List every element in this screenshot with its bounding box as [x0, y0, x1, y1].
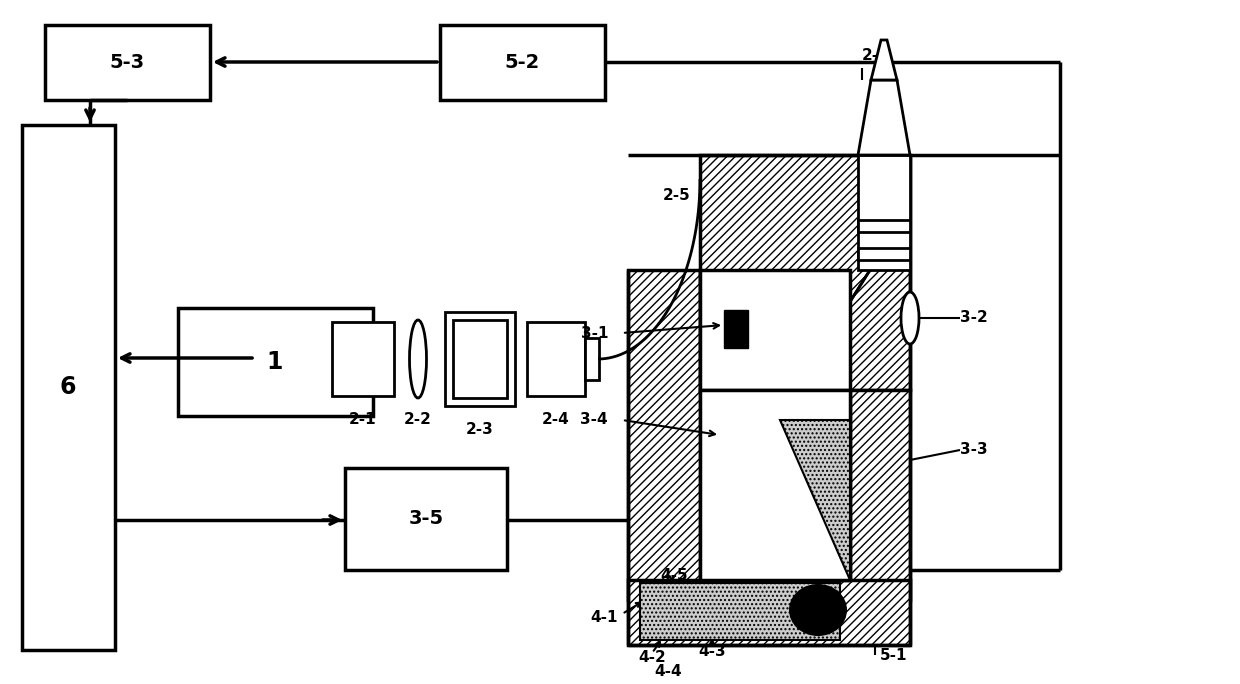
Text: 2-4: 2-4 [542, 412, 570, 428]
Ellipse shape [789, 584, 847, 636]
Bar [527, 322, 585, 396]
Text: 4-5: 4-5 [660, 568, 688, 583]
Text: 2-5: 2-5 [662, 187, 689, 202]
Text: 2-3: 2-3 [466, 423, 494, 438]
Polygon shape [858, 80, 910, 155]
Bar [585, 338, 599, 380]
Bar [640, 583, 839, 640]
Text: 3-2: 3-2 [960, 311, 988, 326]
Text: 2-2: 2-2 [404, 412, 432, 428]
Bar [453, 320, 507, 398]
Text: 1: 1 [267, 350, 283, 374]
Bar [627, 270, 701, 600]
Bar [440, 25, 605, 100]
Bar [701, 270, 849, 390]
Bar [858, 248, 910, 260]
Bar [858, 220, 910, 232]
Text: 3-5: 3-5 [408, 510, 444, 529]
Text: 2-1: 2-1 [350, 412, 377, 428]
Text: 4-1: 4-1 [590, 611, 618, 625]
Text: 6: 6 [60, 375, 76, 399]
Bar [858, 155, 910, 270]
Bar [701, 155, 910, 390]
Bar [724, 310, 748, 348]
Text: 5-2: 5-2 [505, 53, 539, 72]
Bar [332, 322, 394, 396]
Text: 4-4: 4-4 [655, 664, 682, 679]
Polygon shape [780, 420, 849, 580]
Text: 2-6: 2-6 [862, 47, 890, 62]
Bar [45, 25, 210, 100]
Bar [627, 580, 910, 645]
Polygon shape [870, 40, 897, 80]
Ellipse shape [409, 320, 427, 398]
Bar [701, 390, 849, 580]
Text: 3-4: 3-4 [580, 412, 608, 428]
Text: 4-3: 4-3 [698, 644, 725, 659]
Text: 5-1: 5-1 [880, 648, 908, 663]
Bar [345, 468, 507, 570]
Text: 5-3: 5-3 [109, 53, 145, 72]
Ellipse shape [901, 292, 919, 344]
Bar [179, 308, 373, 416]
Bar [22, 125, 115, 650]
Text: 3-3: 3-3 [960, 443, 987, 458]
Text: 3-1: 3-1 [580, 326, 608, 341]
Bar [849, 390, 910, 600]
Bar [445, 312, 515, 406]
Text: 4-2: 4-2 [639, 650, 666, 666]
